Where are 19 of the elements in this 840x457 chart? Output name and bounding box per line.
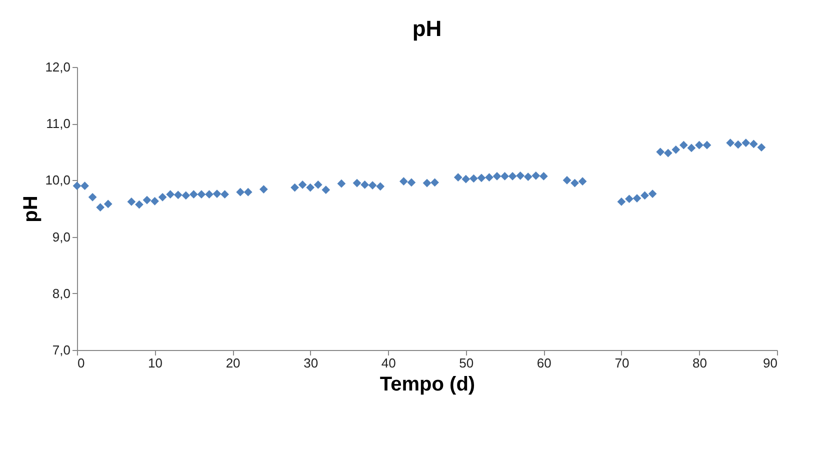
x-tick-label: 70 [614, 356, 630, 370]
y-axis-title: pH [20, 196, 42, 222]
x-tick-label: 0 [78, 356, 85, 370]
x-tick-label: 60 [536, 356, 552, 370]
y-tick-label: 8,0 [52, 286, 70, 301]
y-tick-label: 9,0 [52, 229, 70, 244]
x-tick-label: 50 [459, 356, 474, 370]
y-tick-label: 11,0 [46, 116, 70, 132]
x-tick-label: 40 [381, 356, 396, 370]
x-tick-label: 90 [763, 356, 778, 370]
x-tick-label: 20 [226, 356, 240, 370]
y-tick-label: 7,0 [52, 342, 70, 358]
x-tick-label: 80 [692, 356, 707, 370]
x-tick-label: 30 [304, 356, 318, 370]
chart-title: pH [412, 16, 442, 41]
x-axis-title: Tempo (d) [380, 374, 476, 396]
x-tick-label: 10 [148, 356, 163, 370]
y-tick-label: 12,0 [45, 60, 70, 74]
y-tick-label: 10,0 [45, 172, 70, 188]
